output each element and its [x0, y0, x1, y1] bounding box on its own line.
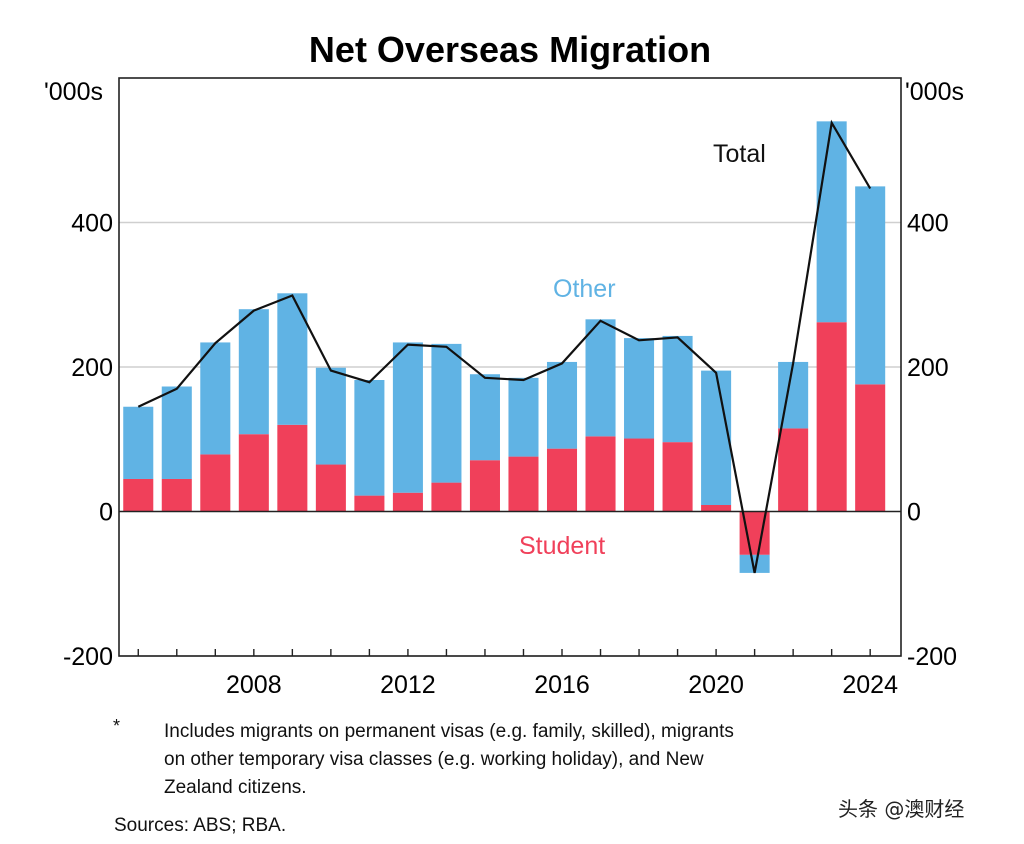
bar-other: [546, 361, 578, 449]
bar-student: [277, 424, 308, 512]
y-tick-label-right: -200: [907, 643, 957, 671]
y-tick-label-right: 200: [907, 354, 949, 382]
bar-student: [161, 478, 192, 512]
footnote-line: on other temporary visa classes (e.g. wo…: [164, 749, 704, 770]
sources-text: Sources: ABS; RBA.: [114, 815, 287, 836]
bar-other: [739, 554, 770, 573]
right-unit-label: '000s: [905, 78, 964, 106]
x-tick-label: 2024: [842, 671, 898, 699]
bar-student: [701, 504, 732, 512]
bar-other: [431, 343, 462, 483]
y-tick-label-left: -200: [63, 643, 113, 671]
bar-other: [392, 342, 423, 493]
bar-student: [200, 454, 231, 512]
bar-other: [354, 380, 385, 496]
total-line: [137, 119, 872, 574]
y-tick-label-left: 200: [71, 354, 113, 382]
bar-student: [123, 478, 154, 512]
chart-title: Net Overseas Migration: [309, 29, 711, 70]
bar-student: [662, 442, 693, 512]
bar-student: [778, 428, 809, 512]
watermark: 头条 @澳财经: [838, 797, 965, 821]
bar-student: [392, 492, 423, 512]
x-tick-label: 2012: [380, 671, 436, 699]
bar-other: [123, 406, 154, 479]
footnote-line: Zealand citizens.: [164, 777, 307, 798]
footnote-marker: *: [113, 716, 121, 736]
bar-student: [585, 436, 616, 512]
bar-student: [469, 460, 500, 512]
bar-student: [238, 434, 269, 512]
bar-other: [315, 367, 346, 465]
bar-other: [585, 319, 616, 437]
bar-other: [200, 342, 231, 455]
bar-student: [431, 482, 462, 512]
y-tick-label-left: 0: [99, 499, 113, 527]
series-label-student: Student: [519, 532, 605, 560]
bar-student: [855, 384, 886, 512]
bar-student: [624, 438, 655, 512]
footnote-line: Includes migrants on permanent visas (e.…: [164, 721, 734, 742]
bar-other: [469, 374, 500, 461]
x-tick-label: 2008: [226, 671, 282, 699]
bar-student: [508, 456, 539, 512]
bar-student: [354, 495, 385, 512]
bar-student: [546, 448, 578, 512]
bar-other: [701, 370, 732, 505]
footnote-text: Includes migrants on permanent visas (e.…: [164, 718, 884, 802]
y-tick-label-left: 400: [71, 210, 113, 238]
bar-student: [816, 322, 847, 512]
series-label-other: Other: [553, 275, 616, 303]
bar-student: [315, 464, 346, 512]
x-tick-label: 2016: [534, 671, 590, 699]
bar-other: [816, 121, 847, 323]
y-tick-label-right: 0: [907, 499, 921, 527]
bar-other: [277, 293, 308, 425]
bar-other: [161, 386, 192, 479]
bar-other: [238, 309, 269, 435]
left-unit-label: '000s: [44, 78, 103, 106]
series-label-total: Total: [713, 140, 766, 168]
bar-other: [855, 186, 886, 385]
x-tick-label: 2020: [688, 671, 744, 699]
bar-other: [508, 377, 539, 457]
plot-frame: [118, 77, 902, 657]
bar-other: [662, 335, 693, 443]
bar-other: [624, 338, 655, 439]
y-tick-label-right: 400: [907, 210, 949, 238]
